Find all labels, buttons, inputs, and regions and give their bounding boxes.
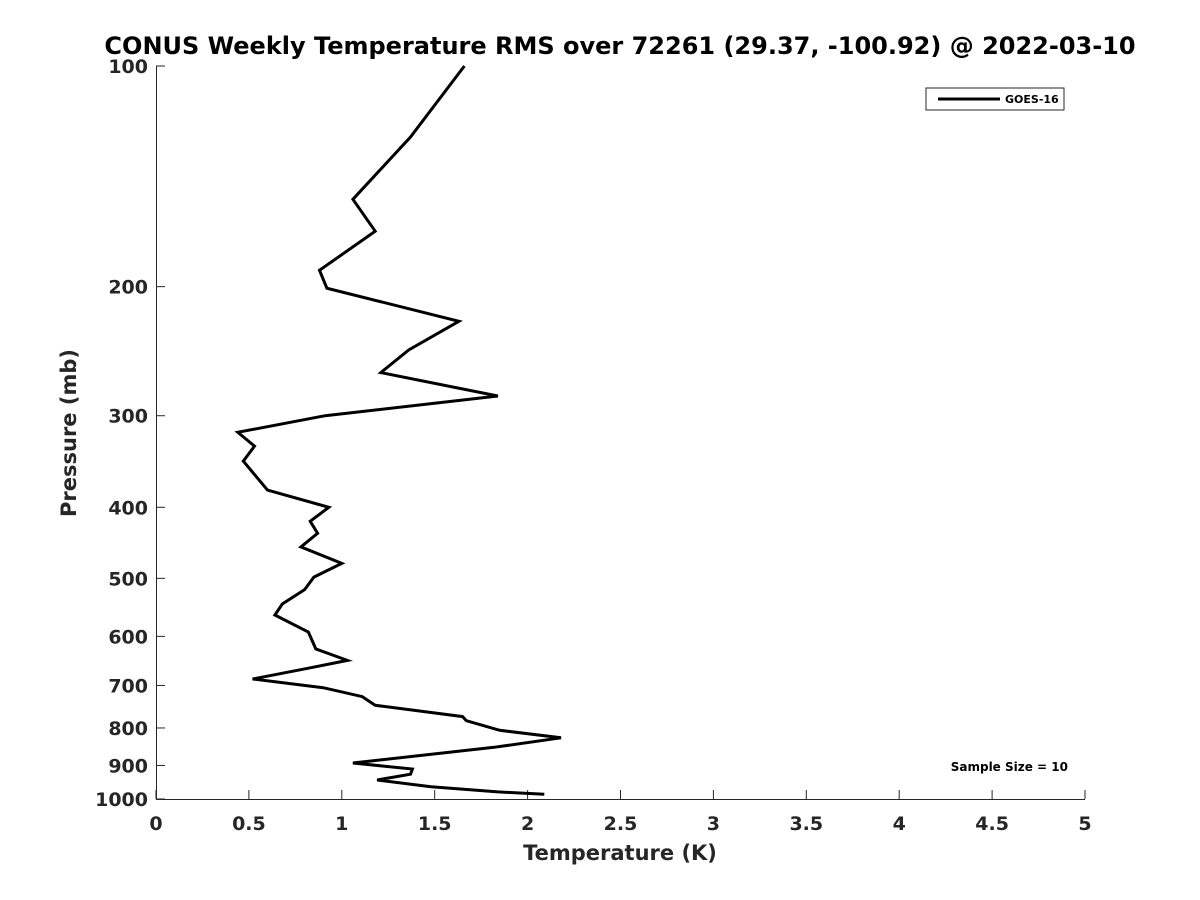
y-tick-label: 100 bbox=[108, 56, 148, 78]
y-tick-label: 800 bbox=[108, 718, 148, 740]
series-line-goes-16 bbox=[234, 65, 562, 796]
y-ticks: 100 200 300 400 500 600 700 800 900 1000 bbox=[95, 56, 165, 811]
y-tick-label: 400 bbox=[108, 497, 148, 519]
x-tick-label: 3.5 bbox=[789, 813, 823, 835]
y-tick-label: 1000 bbox=[95, 789, 148, 811]
legend: GOES-16 bbox=[925, 87, 1065, 111]
sample-size-annotation: Sample Size = 10 bbox=[951, 760, 1068, 774]
x-tick-label: 1 bbox=[335, 813, 348, 835]
y-tick-label: 600 bbox=[108, 626, 148, 648]
y-tick-label: 700 bbox=[108, 675, 148, 697]
y-axis-label: Pressure (mb) bbox=[57, 349, 81, 517]
legend-label-goes-16: GOES-16 bbox=[1005, 93, 1059, 106]
x-tick-label: 1.5 bbox=[418, 813, 452, 835]
y-tick-label: 900 bbox=[108, 755, 148, 777]
x-tick-label: 3 bbox=[707, 813, 720, 835]
x-tick-label: 4.5 bbox=[975, 813, 1009, 835]
y-tick-label: 200 bbox=[108, 277, 148, 299]
chart-title: CONUS Weekly Temperature RMS over 72261 … bbox=[104, 32, 1135, 60]
x-tick-label: 0 bbox=[149, 813, 162, 835]
y-tick-label: 300 bbox=[108, 406, 148, 428]
x-tick-label: 2.5 bbox=[604, 813, 638, 835]
x-tick-label: 4 bbox=[893, 813, 906, 835]
y-tick-label: 500 bbox=[108, 568, 148, 590]
x-tick-label: 5 bbox=[1078, 813, 1091, 835]
plot-axes bbox=[156, 66, 1085, 800]
series-layer bbox=[234, 65, 562, 796]
x-tick-label: 2 bbox=[521, 813, 534, 835]
x-ticks: 0 0.5 1 1.5 2 2.5 3 3.5 4 4.5 5 bbox=[149, 790, 1092, 835]
x-tick-label: 0.5 bbox=[232, 813, 266, 835]
x-axis-label: Temperature (K) bbox=[523, 841, 717, 865]
